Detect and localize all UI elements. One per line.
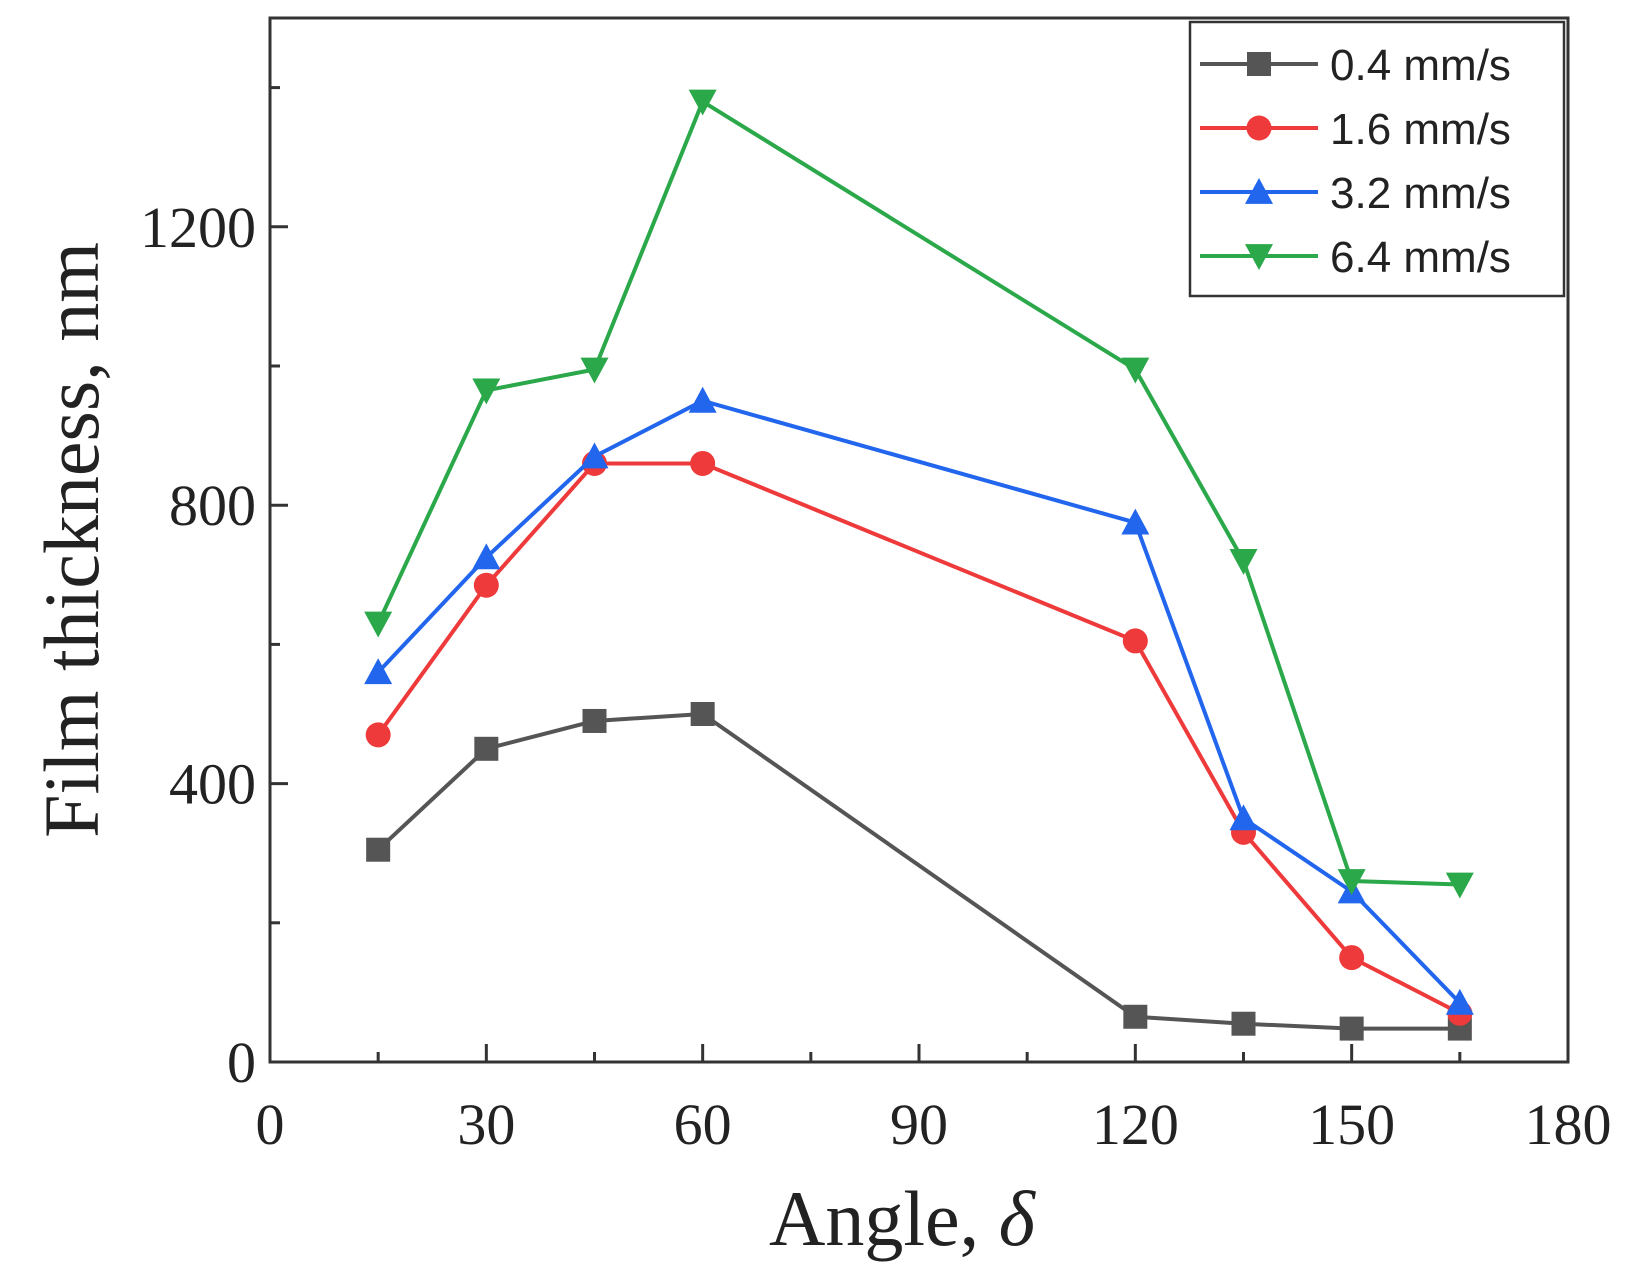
x-tick-label: 30 <box>457 1092 515 1157</box>
series-line <box>376 461 1461 1016</box>
data-point <box>1229 804 1258 831</box>
data-point <box>1445 872 1474 899</box>
x-tick-label: 90 <box>890 1092 948 1157</box>
plot-area-frame <box>268 16 1570 1064</box>
data-point <box>690 450 716 476</box>
data-point <box>1229 548 1258 575</box>
legend-label: 0.4 mm/s <box>1330 41 1511 90</box>
data-point <box>1123 1004 1148 1029</box>
plot-series <box>364 89 1474 1041</box>
y-axis-title: Film thickness, nm <box>28 242 115 838</box>
legend-item: 6.4 mm/s <box>1200 233 1511 282</box>
legend-item: 1.6 mm/s <box>1200 105 1511 154</box>
legend-marker <box>1247 52 1271 76</box>
data-point <box>688 89 717 116</box>
data-point <box>1231 1011 1256 1036</box>
data-point <box>1121 508 1150 535</box>
data-point <box>582 708 607 733</box>
data-point <box>472 543 501 570</box>
data-point <box>364 658 393 685</box>
series-2 <box>364 386 1474 1015</box>
y-tick-label: 0 <box>227 1030 256 1095</box>
data-point <box>1122 628 1148 654</box>
y-tick-label: 1200 <box>140 195 256 260</box>
x-tick-label: 60 <box>674 1092 732 1157</box>
x-axis-title: Angle, δ <box>769 1175 1037 1262</box>
series-line <box>376 712 1460 1031</box>
x-tick-label: 150 <box>1308 1092 1395 1157</box>
legend: 0.4 mm/s 1.6 mm/s 3.2 mm/s 6.4 mm/s <box>1188 20 1566 298</box>
legend-marker <box>1246 115 1272 141</box>
data-point <box>1121 357 1150 384</box>
y-tick-label: 400 <box>169 752 256 817</box>
data-point <box>580 357 609 384</box>
data-point <box>473 572 499 598</box>
series-0 <box>366 702 1472 1041</box>
data-point <box>366 837 391 862</box>
data-point <box>1339 1016 1364 1041</box>
data-point <box>688 386 717 413</box>
y-tick-label: 800 <box>169 473 256 538</box>
legend-label: 1.6 mm/s <box>1330 105 1511 154</box>
legend-label: 6.4 mm/s <box>1330 233 1511 282</box>
legend-marker <box>1245 178 1273 204</box>
data-point <box>1445 988 1474 1015</box>
data-point <box>474 736 499 761</box>
data-point <box>1339 945 1365 971</box>
series-line <box>376 99 1460 887</box>
x-tick-label: 0 <box>256 1092 285 1157</box>
legend-marker <box>1245 244 1273 270</box>
legend-item: 3.2 mm/s <box>1200 169 1511 218</box>
data-point <box>364 611 393 638</box>
axis-ticks: 0 30 60 90 120 150 180 0 400 800 1200 <box>140 86 1612 1157</box>
data-point <box>365 722 391 748</box>
legend-label: 3.2 mm/s <box>1330 169 1511 218</box>
data-point <box>690 702 715 726</box>
x-tick-label: 180 <box>1525 1092 1612 1157</box>
series-line <box>376 398 1462 1005</box>
data-point <box>580 442 609 469</box>
x-tick-label: 120 <box>1092 1092 1179 1157</box>
data-point <box>472 378 501 405</box>
legend-item: 0.4 mm/s <box>1200 41 1511 90</box>
data-point <box>1337 869 1366 896</box>
series-3 <box>364 89 1474 899</box>
